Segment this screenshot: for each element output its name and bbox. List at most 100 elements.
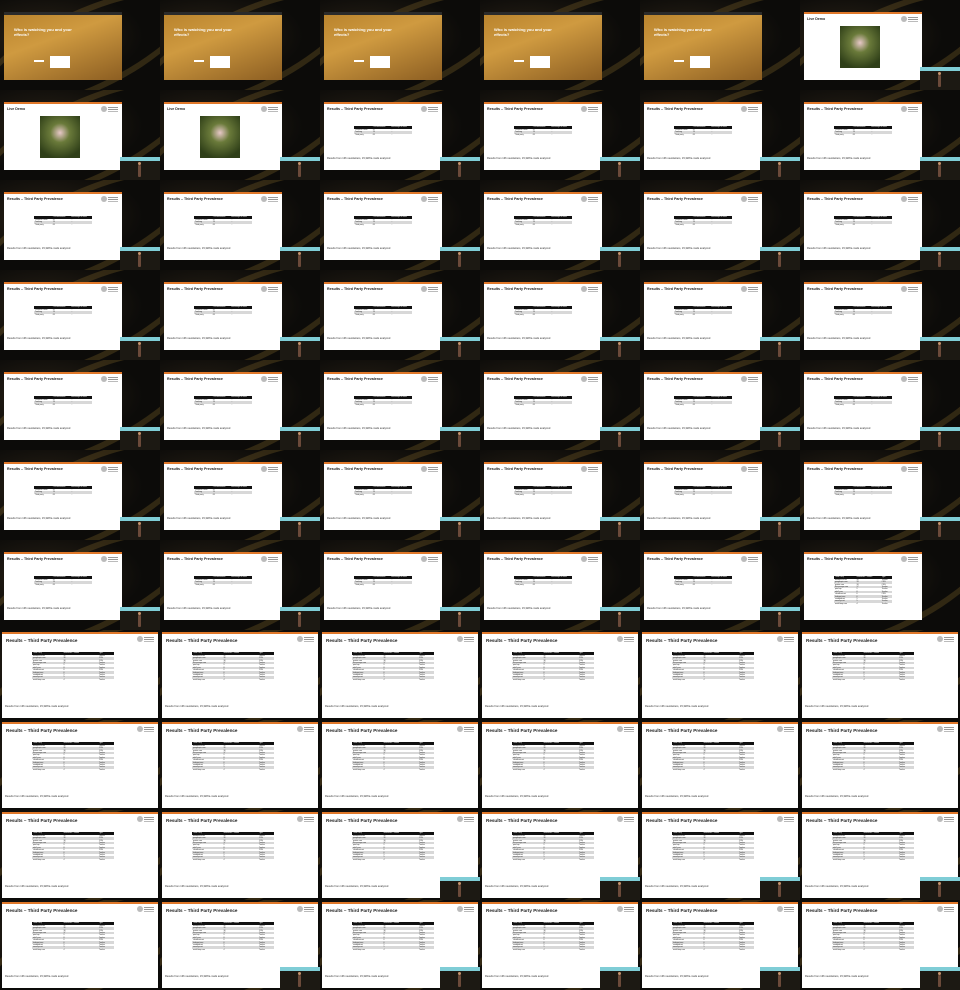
table-cell: pixel.wp [512,754,543,757]
video-frame-thumbnail[interactable]: Results – Third Party Prevalence # of new… [160,270,320,360]
video-frame-thumbnail[interactable]: Results – Third Party Prevalence # of new… [320,180,480,270]
table-cell: mailchimp.com [192,858,223,861]
speaker-picture-in-picture [440,247,480,270]
table-cell: Tracker [97,751,114,755]
table-cell: CDN [257,929,274,932]
video-frame-thumbnail[interactable]: Results – Third Party Prevalence Third Pa… [480,630,640,720]
logo-seal-icon [421,556,427,562]
video-frame-thumbnail[interactable]: Results – Third Party Prevalence # of new… [320,360,480,450]
video-frame-thumbnail[interactable]: Results – Third Party Prevalence Third Pa… [480,810,640,900]
video-frame-thumbnail[interactable]: Results – Third Party Prevalence # of new… [160,450,320,540]
video-frame-thumbnail[interactable]: Results – Third Party Prevalence Third Pa… [800,810,960,900]
sponsor-logos [772,711,792,715]
video-frame-thumbnail[interactable]: Live Demo [160,90,320,180]
video-frame-thumbnail[interactable]: Results – Third Party Prevalence Third Pa… [640,810,800,900]
video-frame-thumbnail[interactable]: Results – Third Party Prevalence # of new… [0,360,160,450]
video-frame-thumbnail[interactable]: Results – Third Party Prevalence # of new… [320,450,480,540]
table-cell: 17 [702,751,738,755]
table-cell: 33 [382,747,418,750]
slide: Results – Third Party Prevalence # of new… [484,462,602,530]
video-frame-thumbnail[interactable]: Results – Third Party Prevalence # of new… [800,270,960,360]
video-frame-thumbnail[interactable]: Results – Third Party Prevalence # of new… [320,270,480,360]
table-header-cell: Percentage of mails [869,306,892,309]
video-frame-thumbnail[interactable]: Live Demo [0,90,160,180]
video-frame-thumbnail[interactable]: Results – Third Party Prevalence Third Pa… [800,900,960,990]
video-frame-thumbnail[interactable]: Results – Third Party Prevalence Third Pa… [0,630,160,720]
video-frame-thumbnail[interactable]: Results – Third Party Prevalence Third Pa… [480,720,640,810]
video-frame-thumbnail[interactable]: Results – Third Party Prevalence Third Pa… [160,720,320,810]
video-frame-thumbnail[interactable]: Results – Third Party Prevalence # of new… [160,360,320,450]
table-cell: 6 [382,759,418,762]
video-frame-thumbnail[interactable]: Results – Third Party Prevalence Third Pa… [320,630,480,720]
video-frame-thumbnail[interactable]: Results – Third Party Prevalence # of new… [0,180,160,270]
video-frame-thumbnail[interactable]: Results – Third Party Prevalence # of new… [800,360,960,450]
video-frame-thumbnail[interactable]: Results – Third Party Prevalence # of new… [0,450,160,540]
video-frame-thumbnail[interactable]: Results – Third Party Prevalence # of new… [480,180,640,270]
video-frame-thumbnail[interactable]: Results – Third Party Prevalence Third Pa… [800,720,960,810]
video-frame-thumbnail[interactable]: Results – Third Party Prevalence # of new… [800,180,960,270]
video-frame-thumbnail[interactable]: Results – Third Party Prevalence Third Pa… [640,720,800,810]
video-frame-thumbnail[interactable]: Results – Third Party Prevalence # of new… [320,90,480,180]
video-frame-thumbnail[interactable]: Results – Third Party Prevalence # of new… [480,270,640,360]
video-frame-thumbnail[interactable]: Results – Third Party Prevalence # of new… [640,540,800,630]
video-frame-thumbnail[interactable]: Results – Third Party Prevalence Third Pa… [0,900,160,990]
video-frame-thumbnail[interactable]: Results – Third Party Prevalence Third Pa… [0,810,160,900]
video-frame-thumbnail[interactable]: Who is watching you and your effects? [640,0,800,90]
video-frame-thumbnail[interactable]: Results – Third Party Prevalence Third Pa… [160,900,320,990]
video-frame-thumbnail[interactable]: Results – Third Party Prevalence # of new… [640,270,800,360]
video-frame-thumbnail[interactable]: Results – Third Party Prevalence Third Pa… [320,900,480,990]
video-frame-thumbnail[interactable]: Results – Third Party Prevalence # of new… [0,270,160,360]
video-frame-thumbnail[interactable]: Results – Third Party Prevalence # of new… [640,90,800,180]
logo-text-lines [588,107,598,108]
table-cell: ... [709,308,732,312]
video-frame-thumbnail[interactable]: Who is watching you and your effects? [320,0,480,90]
table-row: cloudfront.net 6 CDN [512,759,594,762]
video-frame-thumbnail[interactable]: Results – Third Party Prevalence Third Pa… [640,630,800,720]
video-frame-thumbnail[interactable]: Results – Third Party Prevalence Third Pa… [640,900,800,990]
table-cell: sendgrid.net [192,763,223,767]
table-cell: 6 [702,669,738,672]
video-frame-thumbnail[interactable]: Who is watching you and your effects? [0,0,160,90]
video-frame-thumbnail[interactable]: Results – Third Party Prevalence # of new… [480,540,640,630]
video-frame-thumbnail[interactable]: Results – Third Party Prevalence # of new… [320,540,480,630]
data-table: Third Party Newsletter # shown Type doublec… [834,576,892,605]
table-cell: Tracker [577,754,594,757]
video-frame-thumbnail[interactable]: Who is watching you and your effects? [480,0,640,90]
video-frame-thumbnail[interactable]: Results – Third Party Prevalence # of new… [640,360,800,450]
table-row: list-manage.com 17 Tracker [832,841,914,845]
video-frame-thumbnail[interactable]: Results – Third Party Prevalence # of new… [160,180,320,270]
video-frame-thumbnail[interactable]: Results – Third Party Prevalence Third Pa… [800,630,960,720]
data-table: # of newsletters Percentage of mails Conta… [194,306,252,316]
video-frame-thumbnail[interactable]: Results – Third Party Prevalence Third Pa… [160,630,320,720]
video-frame-thumbnail[interactable]: Live Demo [800,0,960,90]
video-frame-thumbnail[interactable]: Results – Third Party Prevalence Third Pa… [0,720,160,810]
table-row: mkt1.com 8 Tracker [672,756,754,760]
video-frame-thumbnail[interactable]: Results – Third Party Prevalence Third Pa… [480,900,640,990]
table-cell: 6 [382,849,418,852]
video-frame-thumbnail[interactable]: Results – Third Party Prevalence Third Pa… [160,810,320,900]
video-frame-thumbnail[interactable]: Results – Third Party Prevalence # of new… [160,540,320,630]
table-row: sendgrid.net 5 Tracker [352,853,434,857]
table-header-cell: # of newsletters [851,396,870,399]
table-cell: Tracker [97,948,114,951]
video-frame-thumbnail[interactable]: Results – Third Party Prevalence Third Pa… [800,540,960,630]
video-frame-thumbnail[interactable]: Results – Third Party Prevalence # of new… [0,540,160,630]
video-frame-thumbnail[interactable]: Results – Third Party Prevalence # of new… [800,90,960,180]
video-frame-thumbnail[interactable]: Who is watching you and your effects? [160,0,320,90]
video-frame-thumbnail[interactable]: Results – Third Party Prevalence # of new… [480,360,640,450]
video-frame-thumbnail[interactable]: Results – Third Party Prevalence # of new… [640,180,800,270]
table-row: googleapis.com 33 CDN [352,837,434,840]
logo-seal-icon [137,816,143,822]
video-frame-thumbnail[interactable]: Results – Third Party Prevalence # of new… [480,90,640,180]
table-cell: Tracker [257,673,274,677]
logo-seal-icon [901,286,907,292]
table-cell: 17 [862,661,898,665]
table-row: mailchimp.com 4 Tracker [512,858,594,861]
video-frame-thumbnail[interactable]: Results – Third Party Prevalence Third Pa… [320,720,480,810]
video-frame-thumbnail[interactable]: Results – Third Party Prevalence # of new… [640,450,800,540]
hero-card [50,56,70,68]
table-cell: CDN [417,657,434,660]
video-frame-thumbnail[interactable]: Results – Third Party Prevalence # of new… [480,450,640,540]
video-frame-thumbnail[interactable]: Results – Third Party Prevalence # of new… [800,450,960,540]
video-frame-thumbnail[interactable]: Results – Third Party Prevalence Third Pa… [320,810,480,900]
